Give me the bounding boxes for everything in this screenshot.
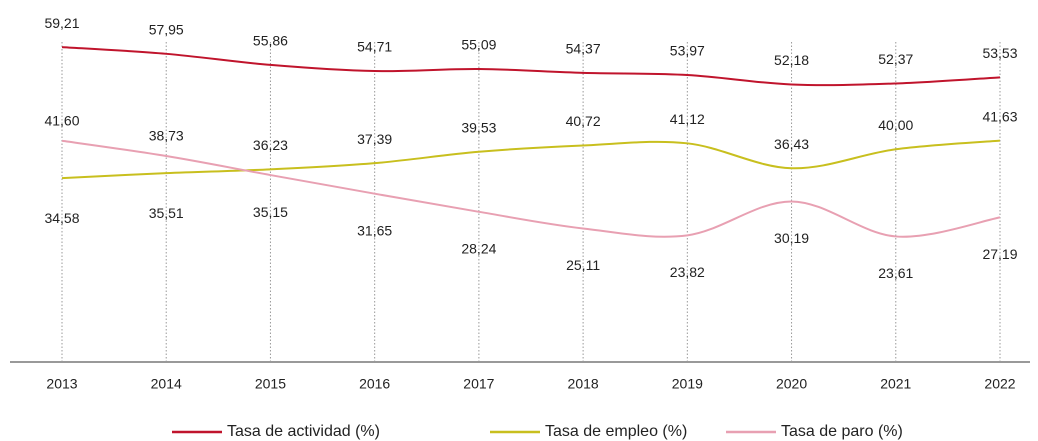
series-line	[61, 46, 1001, 87]
legend-label: Tasa de actividad (%)	[227, 423, 380, 440]
data-label: 23,61	[878, 265, 913, 281]
data-label: 52,37	[878, 51, 913, 67]
data-label: 40,72	[566, 113, 601, 129]
data-label: 39,53	[461, 119, 496, 135]
x-tick-label: 2015	[255, 376, 286, 392]
data-label: 41,60	[44, 112, 79, 128]
data-label: 38,73	[149, 128, 184, 144]
data-label: 31,65	[357, 222, 392, 238]
data-label: 41,12	[670, 111, 705, 127]
data-label: 55,09	[461, 37, 496, 53]
data-label: 34,58	[44, 210, 79, 226]
x-tick-label: 2020	[776, 376, 807, 392]
series-line	[61, 139, 1001, 238]
data-label: 57,95	[149, 22, 184, 38]
data-label: 25,11	[566, 257, 600, 273]
data-label: 27,19	[982, 246, 1017, 262]
data-label: 53,53	[982, 45, 1017, 61]
data-label: 55,86	[253, 33, 288, 49]
x-tick-label: 2021	[880, 376, 911, 392]
x-tick-label: 2018	[568, 376, 599, 392]
legend-label: Tasa de empleo (%)	[545, 423, 687, 440]
data-label: 41,63	[982, 108, 1017, 124]
x-tick-label: 2017	[463, 376, 494, 392]
data-label: 36,23	[253, 137, 288, 153]
x-tick-label: 2014	[151, 376, 182, 392]
x-tick-label: 2022	[984, 376, 1015, 392]
data-label: 23,82	[670, 264, 705, 280]
data-label: 37,39	[357, 131, 392, 147]
data-label: 36,43	[774, 136, 809, 152]
data-label: 35,51	[149, 205, 184, 221]
data-label: 54,71	[357, 39, 392, 55]
data-label: 54,37	[566, 41, 601, 57]
data-label: 52,18	[774, 52, 809, 68]
x-tick-label: 2019	[672, 376, 703, 392]
data-label: 30,19	[774, 230, 809, 246]
data-label: 35,15	[253, 204, 288, 220]
data-label: 59,21	[44, 15, 79, 31]
data-label: 28,24	[461, 241, 496, 257]
data-label: 53,97	[670, 43, 705, 59]
data-label: 40,00	[878, 117, 913, 133]
legend-label: Tasa de paro (%)	[781, 423, 903, 440]
series-line	[61, 139, 1001, 180]
x-tick-label: 2013	[46, 376, 77, 392]
x-tick-label: 2016	[359, 376, 390, 392]
